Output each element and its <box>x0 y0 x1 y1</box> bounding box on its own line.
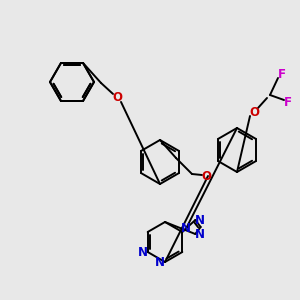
Text: O: O <box>112 92 122 104</box>
Text: N: N <box>155 256 165 268</box>
Text: N: N <box>195 214 205 226</box>
Text: F: F <box>278 68 286 82</box>
Text: N: N <box>138 245 148 259</box>
Text: O: O <box>249 106 259 118</box>
Text: N: N <box>195 227 205 241</box>
Text: N: N <box>181 223 191 236</box>
Text: F: F <box>284 97 292 110</box>
Text: O: O <box>201 169 211 182</box>
